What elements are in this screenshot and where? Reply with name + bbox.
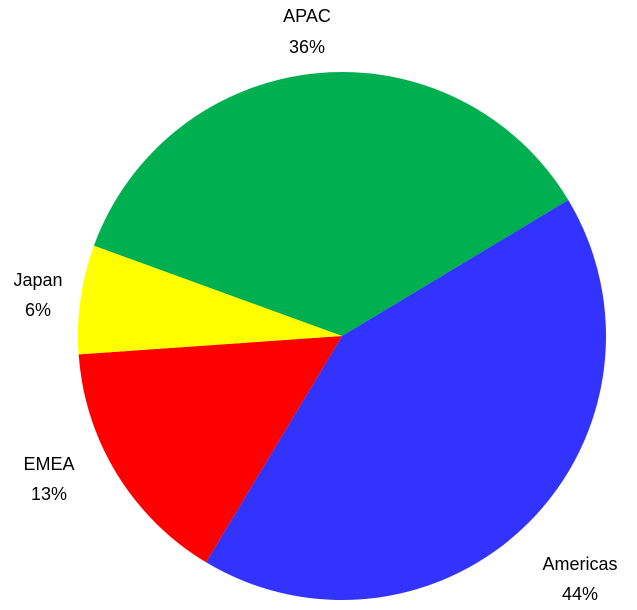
pie-slice-apac [93,72,569,336]
slice-label-emea: EMEA [23,454,74,474]
slice-value-label-apac: 36% [289,37,325,57]
pie-slices [77,72,606,600]
pie-slice-emea [78,336,342,563]
pie-slice-americas [206,200,606,600]
slice-label-americas: Americas [542,554,617,574]
pie-slice-japan [77,245,342,355]
slice-value-label-emea: 13% [31,484,67,504]
slice-label-apac: APAC [283,6,331,26]
slice-label-japan: Japan [13,270,62,290]
slice-value-label-americas: 44% [562,584,598,604]
pie-labels: APAC 36% Americas 44% EMEA 13% Japan 6% [13,6,617,604]
slice-value-label-japan: 6% [25,300,51,320]
